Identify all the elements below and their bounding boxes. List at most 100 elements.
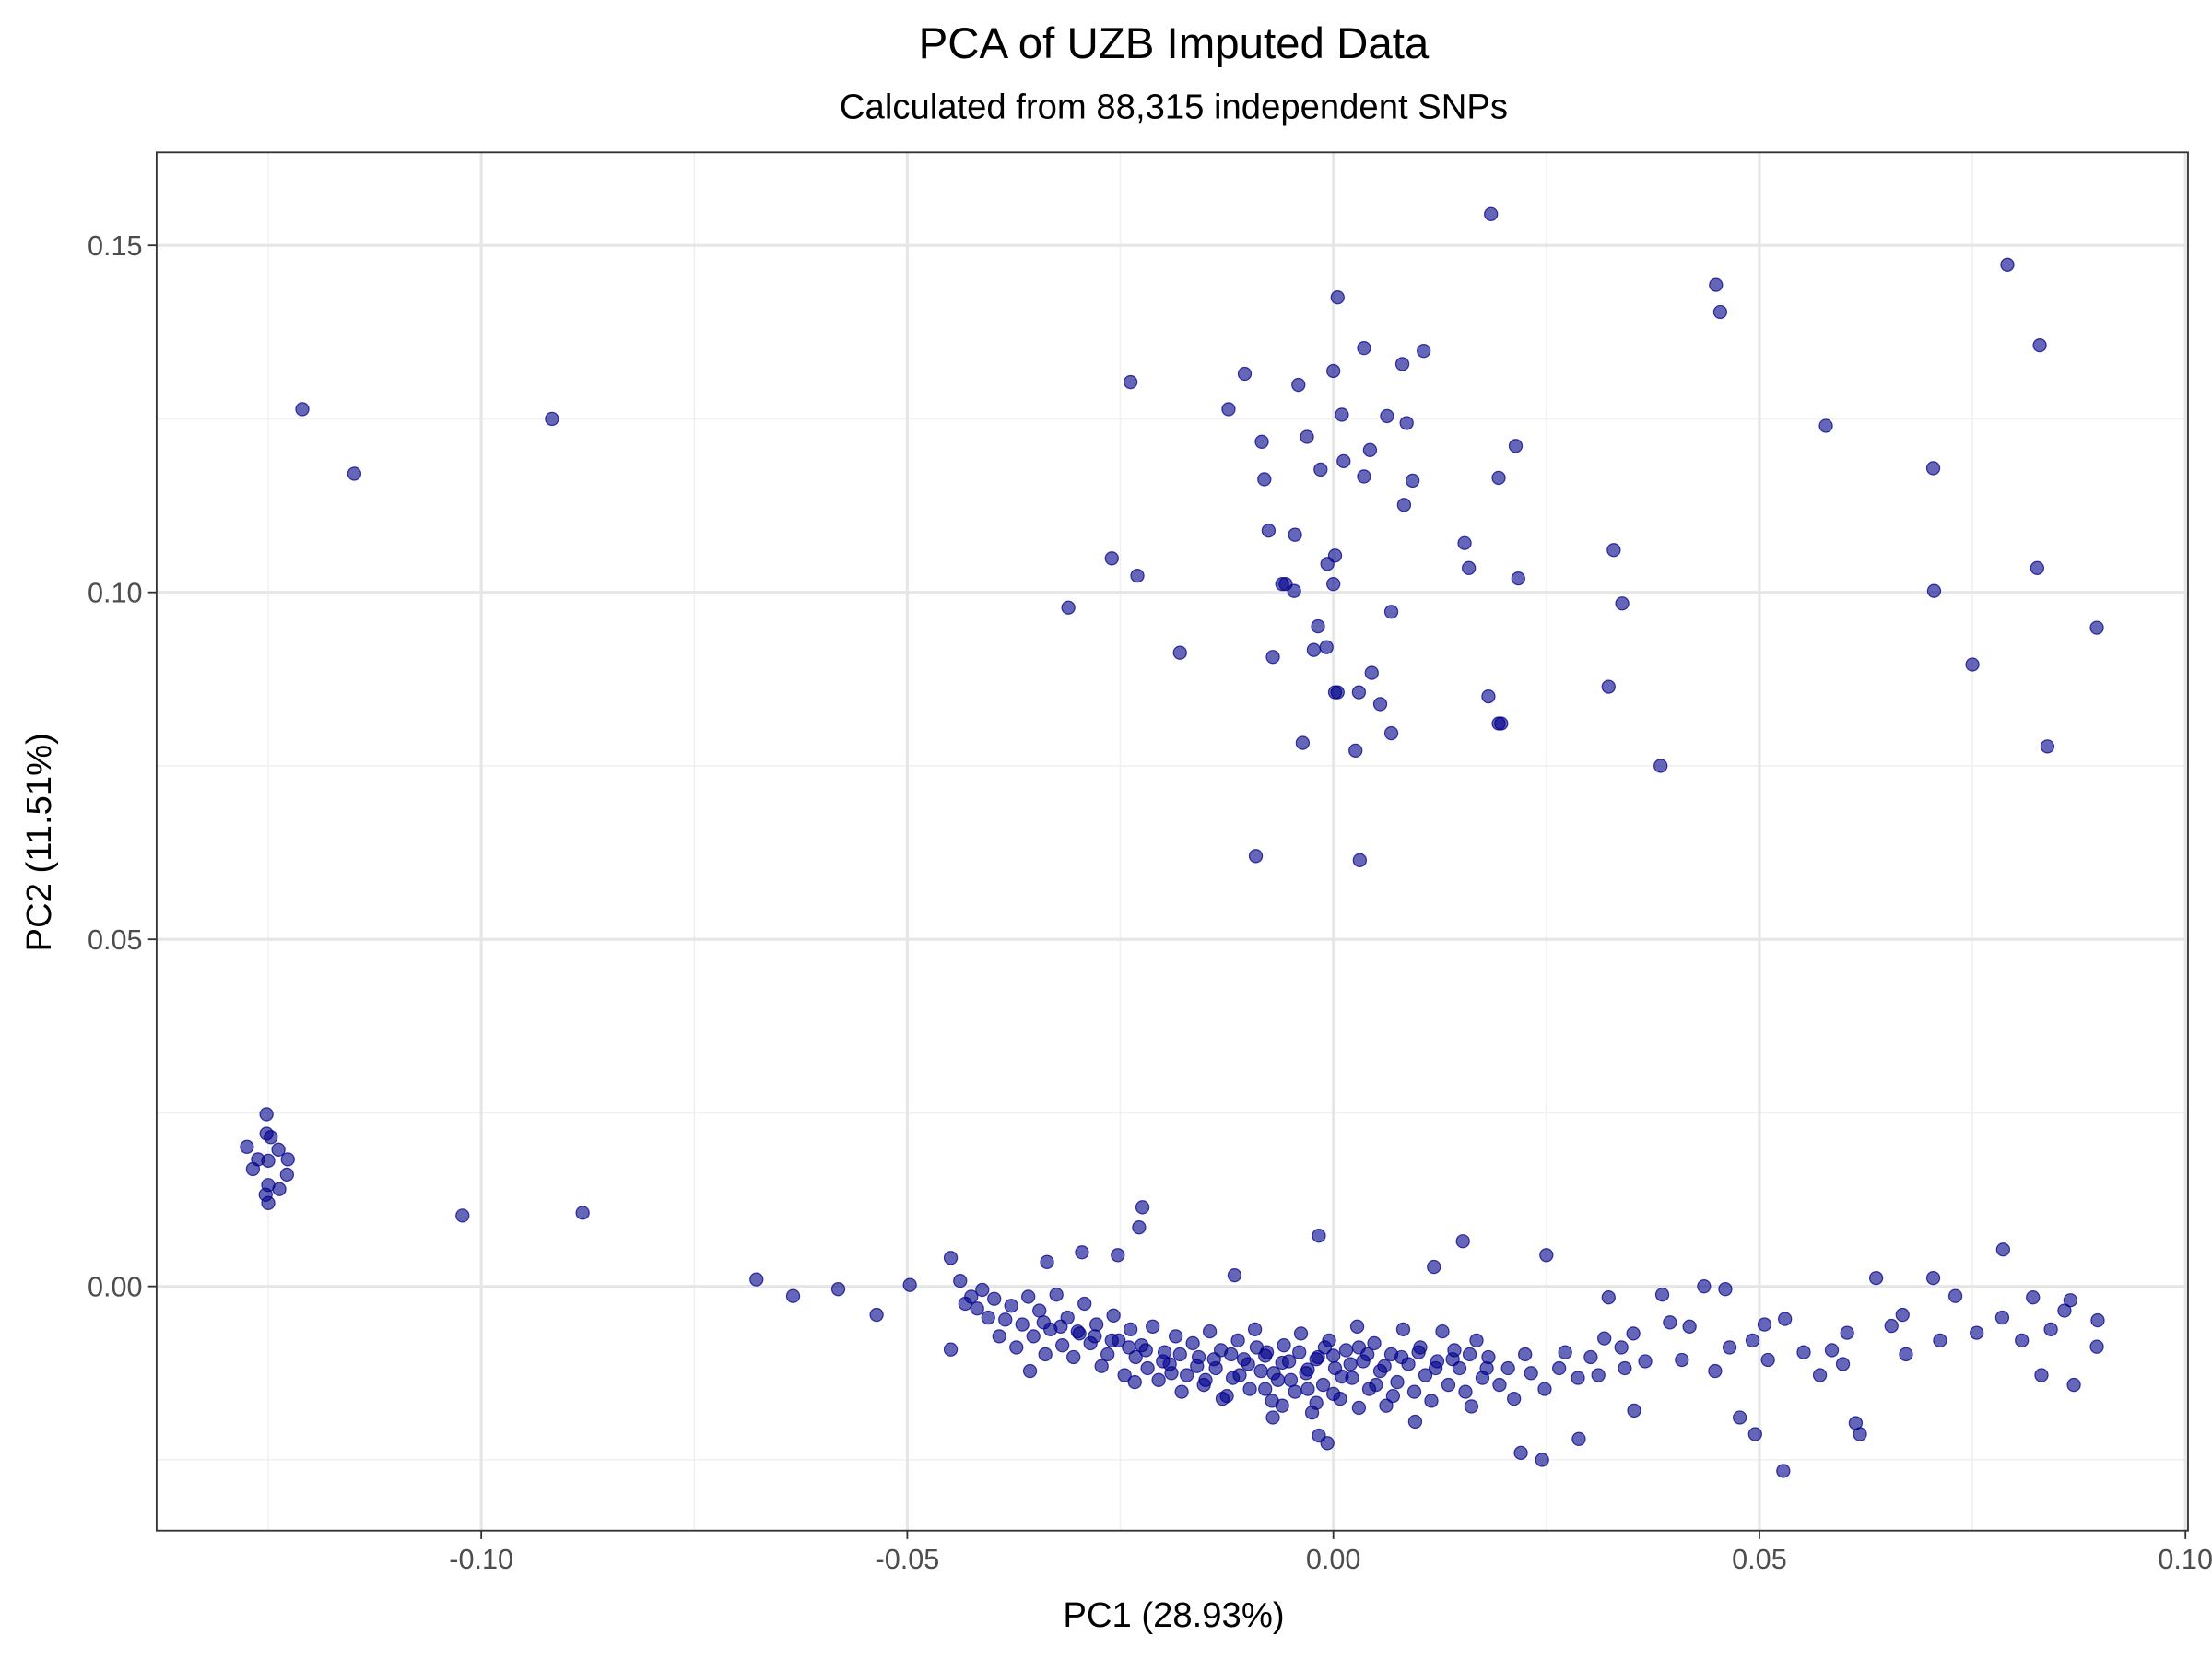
data-point [1491, 716, 1506, 731]
data-point [1185, 1335, 1200, 1351]
data-point [1009, 1340, 1024, 1355]
data-point [1275, 1398, 1289, 1413]
data-point [1140, 1360, 1155, 1376]
data-point [1036, 1315, 1051, 1330]
data-point [1697, 1279, 1712, 1294]
data-point [1445, 1352, 1460, 1367]
data-point [347, 466, 362, 481]
data-point [1066, 1349, 1081, 1365]
data-point [1287, 583, 1301, 598]
data-point [1481, 688, 1496, 704]
data-point [1275, 1355, 1289, 1371]
data-point [1122, 1340, 1136, 1355]
data-point [1357, 469, 1371, 484]
data-point [998, 1312, 1013, 1327]
data-point [1757, 1317, 1772, 1332]
data-point [1336, 453, 1351, 469]
data-point [1335, 1369, 1349, 1384]
data-point [1230, 1333, 1245, 1348]
x-axis-label: PC1 (28.93%) [1063, 1595, 1284, 1635]
data-point [987, 1291, 1002, 1306]
x-tick-label: 0.00 [1306, 1544, 1361, 1575]
data-point [261, 1153, 276, 1169]
data-point [1138, 1343, 1153, 1358]
data-point [1326, 1386, 1341, 1402]
data-point [1500, 1360, 1515, 1376]
data-point [295, 402, 310, 417]
data-point [1351, 1340, 1367, 1355]
data-point [1190, 1359, 1205, 1373]
data-point [1709, 277, 1724, 292]
data-point [1406, 473, 1420, 488]
data-point [1295, 735, 1311, 750]
data-point [1458, 1384, 1473, 1399]
data-point [1312, 1229, 1326, 1243]
data-point [1227, 1267, 1242, 1283]
data-point [1418, 1368, 1433, 1382]
data-point [1462, 560, 1477, 575]
data-point [1653, 759, 1668, 773]
data-point [1257, 472, 1272, 487]
data-point [1427, 1259, 1441, 1275]
data-point [1172, 645, 1187, 660]
chart-subtitle: Calculated from 88,315 independent SNPs [840, 88, 1508, 127]
data-point [1021, 1289, 1036, 1304]
data-point [1372, 697, 1388, 712]
data-point [1156, 1354, 1171, 1369]
data-point [1539, 1248, 1554, 1263]
data-point [1380, 408, 1394, 424]
data-point [1965, 657, 1980, 672]
data-point [1455, 1234, 1470, 1249]
data-point [240, 1139, 254, 1154]
data-point [2043, 1322, 2058, 1337]
data-point [1352, 853, 1367, 867]
data-point [1351, 1400, 1367, 1416]
data-point [1004, 1299, 1018, 1313]
chart-title: PCA of UZB Imputed Data [919, 19, 1430, 68]
data-point [259, 1107, 274, 1122]
data-point [1117, 1368, 1132, 1382]
data-point [785, 1288, 801, 1303]
data-point [1330, 685, 1345, 700]
data-point [1326, 1348, 1341, 1363]
data-point [2015, 1333, 2030, 1348]
data-point [1221, 402, 1236, 417]
data-point [279, 1167, 295, 1182]
data-point [1441, 1377, 1456, 1393]
data-point [2000, 257, 2015, 272]
data-point [1253, 1363, 1268, 1379]
data-point [1395, 1322, 1411, 1337]
data-point [1835, 1357, 1851, 1371]
data-point [1128, 1349, 1143, 1365]
y-tick-label: 0.10 [88, 577, 143, 608]
data-point [1364, 665, 1379, 680]
data-point [1266, 1366, 1281, 1381]
y-tick-label: 0.00 [88, 1271, 143, 1302]
data-point [1300, 429, 1314, 444]
data-point [1300, 1362, 1315, 1377]
data-point [1291, 377, 1306, 393]
data-point [1168, 1329, 1183, 1344]
data-point [272, 1182, 287, 1196]
data-point [1315, 1377, 1331, 1393]
data-point [1258, 1382, 1273, 1396]
data-point [1151, 1372, 1166, 1387]
data-point [1776, 1464, 1791, 1478]
data-point [1492, 1377, 1507, 1393]
data-point [1309, 1395, 1324, 1410]
data-point [1399, 416, 1414, 430]
data-point [1320, 557, 1335, 571]
data-point [1335, 407, 1349, 422]
data-point [1507, 1391, 1522, 1406]
data-point [1469, 1333, 1484, 1348]
data-point [1663, 1315, 1677, 1330]
data-point [1406, 1384, 1422, 1399]
data-point [1925, 461, 1941, 476]
data-point [1377, 1359, 1392, 1373]
data-point [1537, 1382, 1552, 1396]
data-point [1135, 1200, 1150, 1215]
data-point [1428, 1360, 1443, 1376]
data-point [1626, 1326, 1641, 1341]
data-point [1390, 1374, 1405, 1390]
